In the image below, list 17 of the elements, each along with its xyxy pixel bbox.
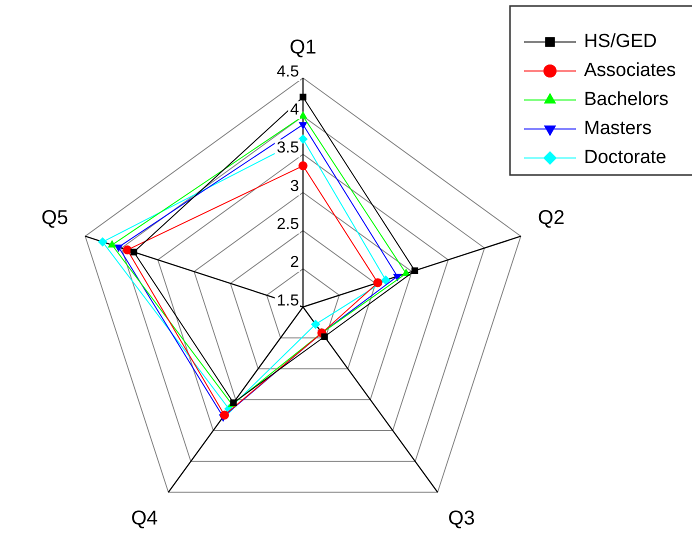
y-tick-label: 3.5 [276, 140, 300, 157]
legend-label: Masters [584, 118, 652, 140]
spoke-label: Q2 [538, 207, 565, 230]
legend-label: Doctorate [584, 147, 666, 168]
spoke-label: Q5 [41, 207, 68, 230]
y-tick-label: 1.5 [276, 292, 300, 310]
y-tick-label: 4.5 [276, 63, 300, 80]
legend-label: Bachelors [584, 89, 668, 110]
legend-label: HS/GED [584, 31, 657, 52]
y-tick-label: 2.5 [276, 216, 300, 234]
y-tick-label: 2 [290, 254, 300, 272]
spoke-label: Q4 [131, 507, 158, 530]
y-tick-label: 3 [290, 178, 300, 195]
spoke-label: Q3 [448, 507, 475, 530]
spoke-label: Q1 [290, 36, 316, 59]
legend-label: Associates [584, 60, 676, 82]
y-tick-label: 4 [290, 102, 300, 119]
